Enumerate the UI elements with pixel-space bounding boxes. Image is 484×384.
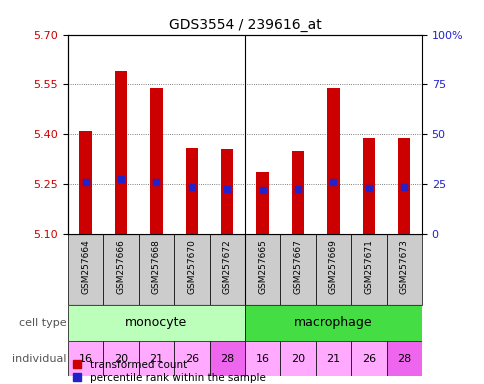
Bar	[327, 88, 339, 234]
Title: GDS3554 / 239616_at: GDS3554 / 239616_at	[168, 18, 320, 32]
Bar	[386, 234, 421, 305]
Text: GSM257673: GSM257673	[399, 240, 408, 295]
Bar	[280, 341, 315, 376]
Text: 20: 20	[114, 354, 128, 364]
Text: 21: 21	[326, 354, 340, 364]
Text: 16: 16	[78, 354, 92, 364]
Text: 21: 21	[149, 354, 163, 364]
Text: 26: 26	[184, 354, 198, 364]
Bar	[315, 341, 350, 376]
Bar	[244, 305, 421, 341]
Bar	[397, 137, 409, 234]
Text: GSM257668: GSM257668	[151, 240, 161, 295]
Text: 28: 28	[396, 354, 410, 364]
Text: GSM257667: GSM257667	[293, 240, 302, 295]
Bar	[362, 137, 374, 234]
Bar	[103, 234, 138, 305]
Bar	[315, 234, 350, 305]
Bar	[150, 88, 162, 234]
Bar	[209, 234, 244, 305]
Bar	[138, 341, 174, 376]
Text: 16: 16	[255, 354, 269, 364]
Text: GSM257666: GSM257666	[116, 240, 125, 295]
Text: 26: 26	[361, 354, 375, 364]
Bar	[221, 149, 233, 234]
Legend: transformed count, percentile rank within the sample: transformed count, percentile rank withi…	[73, 359, 265, 382]
Bar	[386, 341, 421, 376]
Text: 20: 20	[290, 354, 304, 364]
Bar	[79, 131, 91, 234]
Text: 28: 28	[220, 354, 234, 364]
Text: GSM257671: GSM257671	[363, 240, 373, 295]
Bar	[185, 147, 197, 234]
Bar	[68, 305, 244, 341]
Bar	[350, 234, 386, 305]
Bar	[291, 151, 303, 234]
Text: GSM257664: GSM257664	[81, 240, 90, 295]
Text: GSM257669: GSM257669	[328, 240, 337, 295]
Bar	[103, 341, 138, 376]
Text: GSM257670: GSM257670	[187, 240, 196, 295]
Text: macrophage: macrophage	[293, 316, 372, 329]
Text: GSM257672: GSM257672	[222, 240, 231, 295]
Bar	[280, 234, 315, 305]
Text: monocyte: monocyte	[125, 316, 187, 329]
Bar	[209, 341, 244, 376]
Bar	[68, 341, 103, 376]
Bar	[244, 341, 280, 376]
Bar	[174, 341, 209, 376]
Bar	[68, 234, 103, 305]
Bar	[174, 234, 209, 305]
Text: GSM257665: GSM257665	[257, 240, 267, 295]
Bar	[256, 172, 268, 234]
Bar	[350, 341, 386, 376]
Bar	[138, 234, 174, 305]
Text: cell type: cell type	[18, 318, 66, 328]
Bar	[115, 71, 127, 234]
Text: individual: individual	[12, 354, 66, 364]
Bar	[244, 234, 280, 305]
